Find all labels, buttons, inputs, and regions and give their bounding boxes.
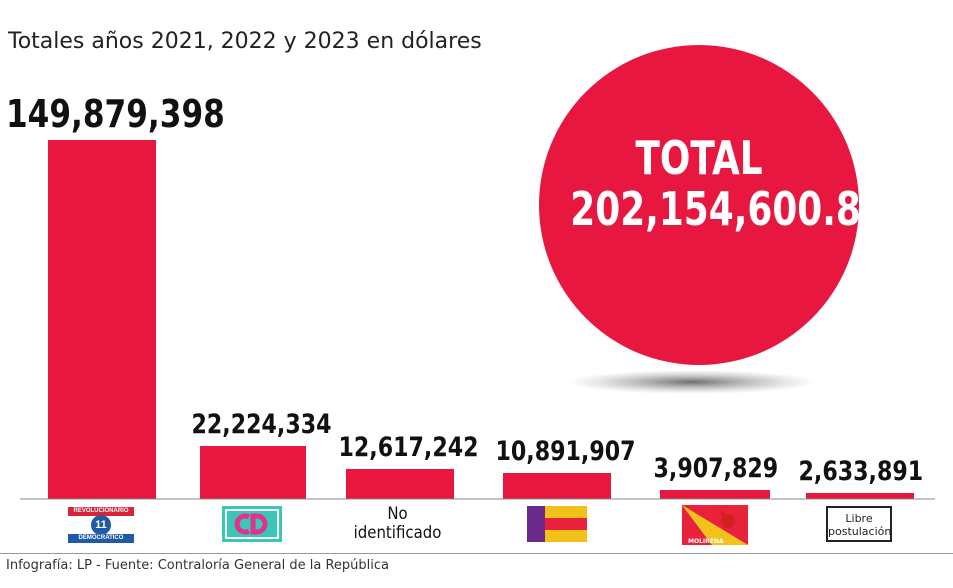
no-identificado-line-2: identificado — [353, 523, 442, 543]
bars-group — [48, 140, 914, 499]
rd-logo-number: 11 — [91, 515, 111, 535]
source-note: Infografía: LP - Fuente: Contraloría Gen… — [6, 558, 390, 573]
chart-subtitle: Totales años 2021, 2022 y 2023 en dólare… — [8, 29, 482, 54]
revolucionario-democratico-logo: REVOLUCIONARIO 11 DEMOCRATICO — [68, 507, 134, 543]
footer-divider — [0, 553, 953, 554]
value-label-2: 12,617,242 — [338, 432, 479, 463]
flag-logo — [527, 506, 587, 542]
bar-5 — [806, 493, 914, 499]
value-label-3: 10,891,907 — [495, 436, 636, 467]
value-label-5: 2,633,891 — [798, 456, 924, 487]
bar-3 — [503, 473, 611, 499]
rd-logo-top-text: REVOLUCIONARIO — [68, 507, 134, 516]
value-label-4: 3,907,829 — [653, 453, 779, 484]
bar-0 — [48, 140, 156, 499]
molirena-logo-text: MOLIRENA — [688, 538, 724, 545]
cd-logo — [222, 506, 282, 542]
libre-postulacion-line-1: Libre — [845, 512, 873, 525]
molirena-logo: MOLIRENA — [682, 505, 748, 545]
total-circle-shadow — [567, 370, 817, 394]
total-value: 202,154,600.82 — [570, 182, 886, 236]
category-no-identificado: No identificado — [347, 505, 448, 543]
libre-postulacion-box: Libre postulación — [826, 506, 892, 542]
bar-1 — [200, 446, 306, 499]
bar-2 — [346, 469, 454, 499]
total-circle — [539, 45, 859, 365]
value-label-0: 149,879,398 — [6, 92, 225, 136]
no-identificado-line-1: No — [387, 504, 408, 524]
rd-logo-bottom-text: DEMOCRATICO — [68, 534, 134, 543]
total-label: TOTAL — [635, 131, 763, 185]
libre-postulacion-line-2: postulación — [828, 525, 892, 538]
value-label-1: 22,224,334 — [191, 409, 332, 440]
bar-4 — [660, 490, 770, 499]
